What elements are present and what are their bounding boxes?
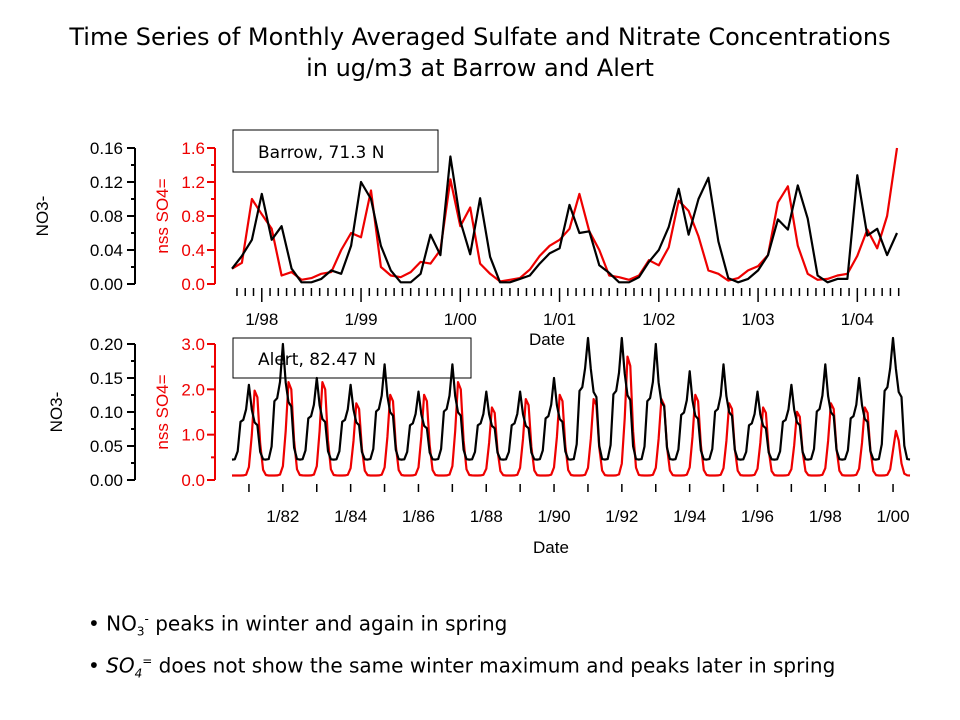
note-species: NO — [106, 611, 137, 636]
series-line-no3 — [231, 336, 911, 461]
x-tick-label: 1/98 — [809, 507, 842, 526]
series-line-so4 — [231, 147, 899, 283]
x-tick-label: 1/92 — [605, 507, 638, 526]
note-species: SO — [106, 653, 135, 678]
y-axis-label-left: NO3- — [33, 196, 52, 237]
panel-label-box — [232, 129, 439, 173]
x-axis-label: Date — [529, 330, 565, 349]
note-bullet: • — [88, 611, 100, 636]
x-tick-label: 1/94 — [673, 507, 706, 526]
x-tick-label: 1/00 — [877, 507, 910, 526]
y-tick-label-right: 0.4 — [181, 241, 205, 260]
x-tick-label: 1/01 — [543, 310, 576, 329]
x-tick-label: 1/03 — [742, 310, 775, 329]
x-tick-label: 1/99 — [344, 310, 377, 329]
x-tick-label: 1/02 — [642, 310, 675, 329]
y-tick-label-right: 1.0 — [181, 426, 205, 445]
note-superscript: - — [144, 612, 149, 626]
note-superscript: = — [142, 653, 153, 668]
x-tick-label: 1/86 — [402, 507, 435, 526]
x-tick-label: 1/90 — [538, 507, 571, 526]
y-axis-label-right: nss SO4= — [153, 374, 172, 449]
x-tick-label: 1/98 — [245, 310, 278, 329]
y-tick-label-left: 0.20 — [90, 335, 123, 354]
y-tick-label-right: 0.8 — [181, 207, 205, 226]
note-text: does not show the same winter maximum an… — [152, 653, 836, 678]
note-subscript: 3 — [136, 624, 145, 639]
x-tick-label: 1/88 — [470, 507, 503, 526]
note-so4: • SO4= does not show the same winter max… — [88, 647, 835, 689]
note-no3: • NO3- peaks in winter and again in spri… — [88, 605, 835, 647]
y-tick-label-right: 3.0 — [181, 335, 205, 354]
y-axis-label-left: NO3- — [47, 392, 66, 433]
y-tick-label-left: 0.12 — [90, 173, 123, 192]
panel-label-text: Alert, 82.47 N — [258, 350, 376, 370]
y-tick-label-left: 0.05 — [90, 437, 123, 456]
y-tick-label-left: 0.16 — [90, 139, 123, 158]
x-tick-label: 1/82 — [266, 507, 299, 526]
x-tick-label: 1/96 — [741, 507, 774, 526]
series-line-so4 — [232, 355, 911, 477]
y-tick-label-left: 0.00 — [90, 275, 123, 294]
note-bullet: • — [88, 653, 100, 678]
y-tick-label-right: 2.0 — [181, 380, 205, 399]
x-tick-label: 1/04 — [841, 310, 874, 329]
y-axis-label-right: nss SO4= — [153, 178, 172, 253]
x-tick-label: 1/00 — [444, 310, 477, 329]
panel-label-box — [232, 337, 472, 379]
y-tick-label-left: 0.08 — [90, 207, 123, 226]
y-tick-label-right: 1.2 — [181, 173, 205, 192]
y-tick-label-right: 0.0 — [181, 471, 205, 490]
notes-list: • NO3- peaks in winter and again in spri… — [88, 605, 835, 688]
note-subscript: 4 — [134, 666, 143, 681]
y-tick-label-right: 0.0 — [181, 275, 205, 294]
x-tick-label: 1/84 — [334, 507, 367, 526]
y-tick-label-left: 0.15 — [90, 369, 123, 388]
chart-title-line1: Time Series of Monthly Averaged Sulfate … — [69, 23, 891, 51]
y-tick-label-right: 1.6 — [181, 139, 205, 158]
y-tick-label-left: 0.10 — [90, 403, 123, 422]
series-line-no3 — [231, 155, 899, 284]
y-tick-label-left: 0.04 — [90, 241, 123, 260]
panel-label-text: Barrow, 71.3 N — [258, 143, 384, 163]
y-tick-label-left: 0.00 — [90, 471, 123, 490]
chart-title-line2: in ug/m3 at Barrow and Alert — [306, 54, 654, 82]
note-text: peaks in winter and again in spring — [148, 611, 508, 636]
x-axis-label: Date — [533, 538, 569, 557]
